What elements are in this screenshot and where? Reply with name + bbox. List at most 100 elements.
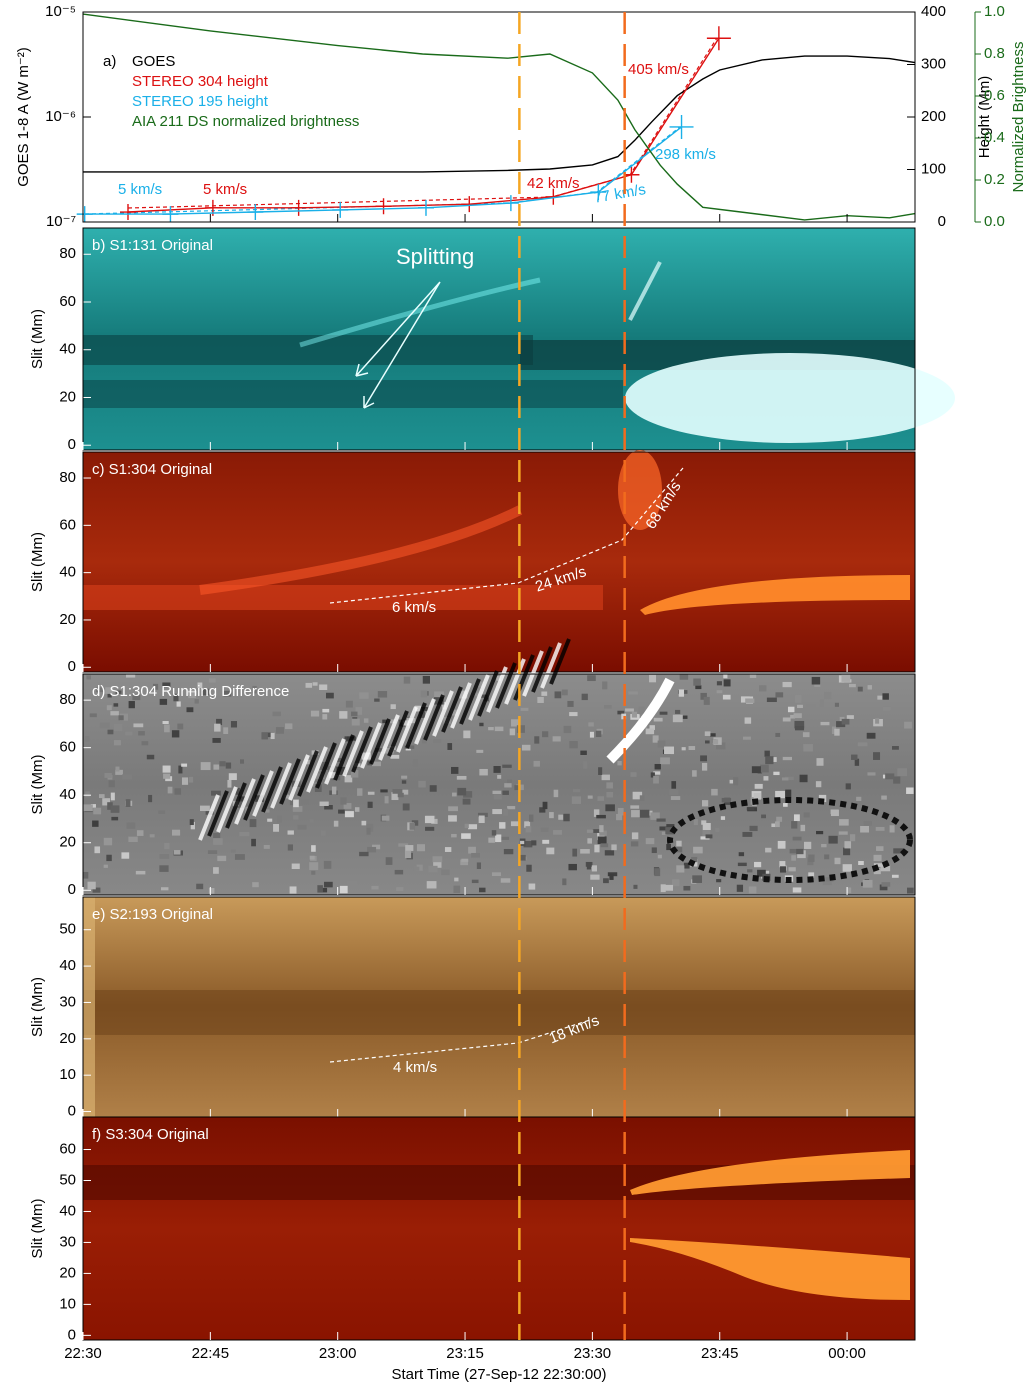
image-feature [135, 870, 146, 875]
marker [669, 114, 694, 139]
image-feature [208, 888, 215, 894]
image-feature [200, 805, 210, 812]
image-feature [754, 783, 763, 789]
image-feature [252, 770, 274, 817]
image-feature [746, 807, 755, 811]
image-feature [520, 707, 529, 711]
image-feature [630, 841, 639, 847]
image-feature [660, 884, 666, 893]
image-feature [587, 795, 593, 799]
image-feature [357, 788, 363, 796]
image-feature [534, 736, 540, 744]
image-feature [390, 754, 400, 759]
image-feature [824, 691, 832, 700]
image-feature [803, 812, 810, 818]
image-feature [456, 775, 467, 780]
image-feature [529, 814, 534, 822]
image-feature [628, 691, 638, 695]
image-feature [723, 679, 731, 687]
image-feature [873, 863, 883, 867]
image-feature [106, 705, 112, 711]
image-feature [355, 281, 441, 409]
image-feature [849, 683, 856, 688]
image-feature [542, 731, 549, 738]
image-feature [252, 685, 257, 694]
image-feature [359, 851, 369, 857]
image-feature [319, 684, 328, 690]
image-feature [251, 838, 256, 847]
image-feature [678, 689, 685, 697]
x-tick-label: 23:30 [574, 1345, 612, 1362]
y-axis-label: Slit (Mm) [29, 1199, 46, 1259]
image-feature [552, 736, 561, 742]
image-feature [811, 676, 821, 685]
marker [706, 26, 731, 51]
image-feature [333, 820, 339, 827]
image-feature [682, 715, 688, 719]
image-feature [212, 737, 221, 743]
image-feature [367, 801, 373, 808]
image-feature [563, 813, 570, 822]
image-feature [493, 766, 501, 773]
image-feature [533, 760, 540, 767]
image-feature [791, 855, 796, 861]
marker [417, 199, 434, 216]
image-feature [494, 726, 504, 732]
image-feature [720, 816, 726, 820]
image-feature [360, 733, 369, 740]
image-feature [749, 825, 758, 832]
image-feature [230, 721, 238, 728]
image-feature [597, 796, 605, 801]
image-feature [854, 758, 860, 766]
image-feature [324, 881, 333, 888]
image-feature [667, 797, 913, 883]
y-axis-label: GOES 1-8 A (W m⁻²) [15, 47, 32, 187]
image-feature [201, 688, 209, 696]
image-feature [701, 820, 707, 825]
image-feature [84, 736, 90, 742]
marker [119, 204, 136, 221]
image-feature [524, 821, 531, 828]
image-feature [293, 815, 299, 820]
image-feature [171, 730, 180, 738]
image-feature [569, 712, 578, 717]
image-feature [736, 884, 744, 892]
image-feature [800, 824, 806, 832]
image-feature [616, 813, 623, 821]
image-feature [113, 703, 119, 707]
image-feature [297, 824, 307, 830]
image-feature [115, 769, 123, 775]
image-feature [161, 887, 169, 891]
image-feature [563, 725, 572, 734]
image-feature [803, 744, 813, 752]
image-feature [656, 818, 666, 822]
image-feature [742, 831, 753, 837]
image-feature [695, 685, 702, 690]
image-feature [324, 804, 333, 810]
image-feature [213, 838, 223, 845]
image-feature [754, 861, 762, 868]
image-feature [367, 791, 375, 795]
image-feature [83, 585, 603, 610]
image-feature [671, 781, 677, 789]
x-tick-label: 23:00 [319, 1345, 357, 1362]
image-feature [287, 830, 294, 835]
image-feature [692, 770, 697, 777]
marker [162, 206, 179, 223]
image-feature [213, 832, 221, 839]
x-axis-label: Start Time (27-Sep-12 22:30:00) [391, 1366, 606, 1383]
image-feature [816, 758, 824, 766]
image-feature [105, 687, 114, 694]
image-feature [496, 675, 501, 681]
image-feature [597, 832, 605, 841]
image-feature [670, 796, 681, 800]
image-feature [133, 723, 144, 728]
image-feature [773, 771, 780, 776]
image-feature [856, 796, 862, 801]
image-feature [780, 866, 786, 873]
image-feature [693, 846, 703, 854]
image-feature [700, 692, 707, 700]
image-feature [631, 832, 639, 840]
image-feature [340, 797, 347, 805]
image-feature [897, 768, 908, 777]
